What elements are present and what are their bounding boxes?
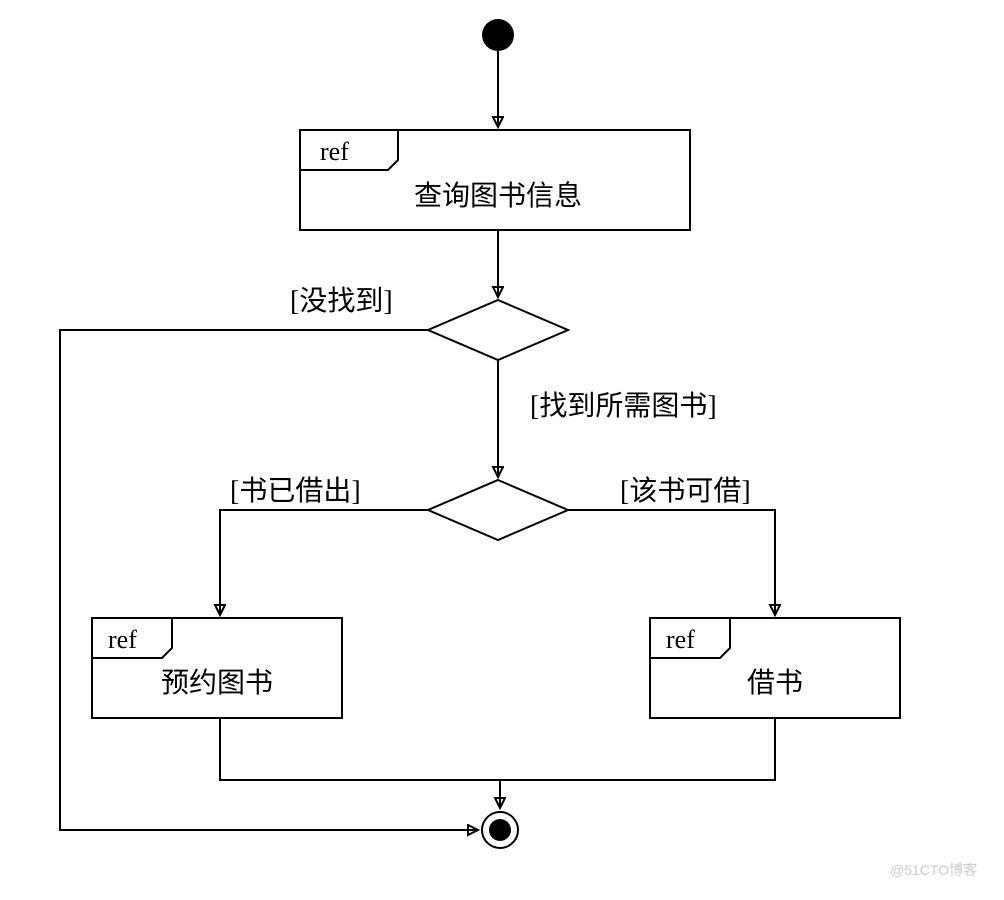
edge-to-borrow: [568, 510, 775, 615]
reserve-book-activity: ref 预约图书: [92, 618, 342, 718]
label-checked-out: [书已借出]: [230, 475, 361, 507]
ref-label: ref: [666, 625, 695, 654]
start-node: [482, 19, 514, 51]
edge-to-reserve: [220, 510, 428, 615]
edge-reserve-to-end: [220, 718, 500, 808]
label-not-found: [没找到]: [290, 285, 393, 317]
reserve-book-label: 预约图书: [161, 667, 273, 699]
query-books-activity: ref 查询图书信息: [300, 130, 690, 230]
ref-label: ref: [108, 625, 137, 654]
edge-borrow-to-end: [500, 718, 775, 780]
label-available: [该书可借]: [620, 475, 751, 507]
activity-diagram: ref 查询图书信息 [没找到] [找到所需图书] [书已借出] [该书可借] …: [0, 0, 1004, 900]
label-found: [找到所需图书]: [530, 390, 717, 422]
edge-not-found-loop: [60, 330, 478, 830]
decision1-diamond: [428, 300, 568, 360]
borrow-book-activity: ref 借书: [650, 618, 900, 718]
watermark: @51CTO博客: [890, 860, 977, 880]
query-books-label: 查询图书信息: [414, 180, 582, 212]
borrow-book-label: 借书: [747, 667, 803, 699]
ref-label: ref: [320, 137, 349, 166]
decision2-diamond: [428, 480, 568, 540]
end-node: [482, 812, 518, 848]
